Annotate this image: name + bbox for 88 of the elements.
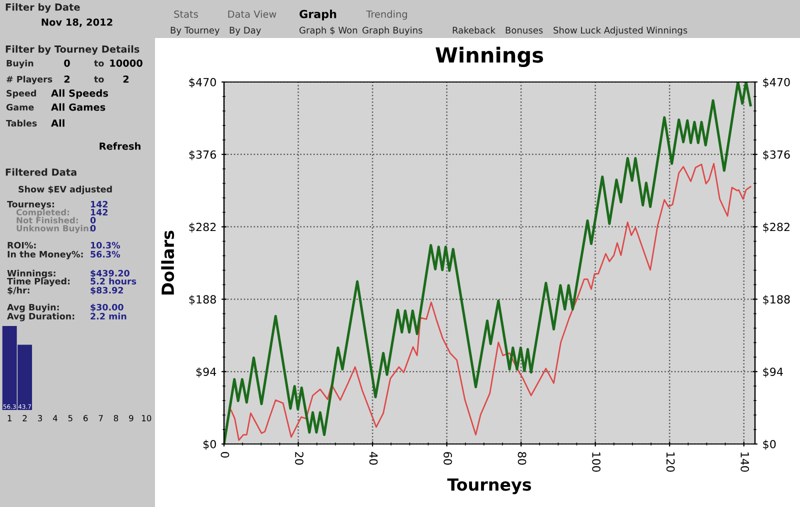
y2-tick-label: $470 xyxy=(763,78,790,88)
text: 0 xyxy=(90,216,96,224)
x-tick-label: 1 xyxy=(8,415,12,422)
text: Filter by Tourney Details xyxy=(6,45,140,55)
x-tick-label: 6 xyxy=(84,415,88,422)
text: All Speeds xyxy=(51,89,108,99)
x-tick-label: 60 xyxy=(444,452,452,465)
x-tick-label: 7 xyxy=(98,415,103,422)
text: 2 xyxy=(123,75,129,83)
y-tick-label: $470 xyxy=(189,78,216,88)
text: 2.2 min xyxy=(90,312,126,320)
y2-tick-label: $0 xyxy=(763,440,776,450)
text: Unknown Buyin: xyxy=(16,224,92,234)
text: Stats xyxy=(174,10,198,18)
text: 10000 xyxy=(110,59,142,67)
text: # Players xyxy=(6,76,52,84)
text: Filtered Data xyxy=(6,168,76,176)
text: 10.3% xyxy=(90,242,120,249)
text: In the Money%: xyxy=(8,250,83,260)
x-tick-label: 4 xyxy=(52,415,58,422)
text: By Day xyxy=(230,26,261,36)
text: to xyxy=(94,60,104,67)
x-tick-label: 100 xyxy=(592,452,601,472)
y-tick-label: $94 xyxy=(196,367,216,378)
text: Tourneys: xyxy=(7,200,54,210)
x-tick-label: 20 xyxy=(295,452,304,465)
text: Winnings: xyxy=(7,270,56,278)
y-axis-title: Dollars xyxy=(161,230,174,295)
text: ROI%: xyxy=(8,242,36,249)
x-tick-label: 140 xyxy=(740,452,750,472)
x-tick-label: 10 xyxy=(142,415,152,422)
y2-tick-label: $282 xyxy=(763,222,790,233)
text: Graph Buyins xyxy=(362,26,422,36)
y-tick-label: $282 xyxy=(189,222,216,233)
line-series xyxy=(230,162,752,441)
text: Game xyxy=(6,104,34,111)
text: 0 xyxy=(64,59,70,67)
text: Bonuses xyxy=(506,26,543,34)
line-series xyxy=(224,82,752,444)
text: All Games xyxy=(51,103,106,111)
chart-title: Winnings xyxy=(436,46,544,68)
text: Avg Duration: xyxy=(7,312,74,322)
text: Nov 18, 2012 xyxy=(42,18,112,28)
text: Trending xyxy=(366,10,407,20)
text: to xyxy=(94,76,104,83)
y2-tick-label: $188 xyxy=(763,294,790,306)
x-axis-title: Tourneys xyxy=(447,478,532,494)
y-tick-label: $0 xyxy=(203,440,216,450)
y2-tick-label: $94 xyxy=(763,367,783,378)
text: Buyin xyxy=(6,60,34,68)
y-tick-label: $188 xyxy=(189,294,216,306)
text: Refresh xyxy=(100,142,140,150)
text: Rakeback xyxy=(452,26,496,34)
text: Not Finished: xyxy=(16,216,78,224)
text: By Tourney xyxy=(170,26,220,36)
x-tick-label: 2 xyxy=(22,415,27,422)
x-tick-label: 40 xyxy=(369,452,378,465)
text: 56.3% xyxy=(90,250,120,258)
text: Filter by Date xyxy=(6,3,80,13)
text: Data View xyxy=(228,10,276,18)
x-tick-label: 3 xyxy=(38,415,42,422)
text: $30.00 xyxy=(90,304,124,312)
x-tick-label: 0 xyxy=(220,452,230,458)
text: Speed xyxy=(6,90,36,98)
y2-tick-label: $376 xyxy=(763,150,790,160)
text: 0 xyxy=(90,224,96,232)
x-tick-label: 80 xyxy=(518,452,526,465)
text: Tables xyxy=(6,120,37,127)
text: Avg Buyin: xyxy=(7,304,59,312)
text: $83.92 xyxy=(90,286,124,295)
x-tick-label: 5 xyxy=(68,415,72,422)
text: Show Luck Adjusted Winnings xyxy=(554,26,688,36)
text: Show $EV adjusted xyxy=(18,186,112,194)
text: 142 xyxy=(90,208,108,216)
text: Graph xyxy=(300,10,336,20)
text: 142 xyxy=(90,200,108,208)
text: 5.2 hours xyxy=(90,278,136,285)
x-tick-label: 9 xyxy=(129,415,134,422)
text: Time Played: xyxy=(7,278,70,286)
text: Completed: xyxy=(16,208,69,218)
text: 2 xyxy=(64,75,70,83)
y-tick-label: $376 xyxy=(189,150,216,160)
text: $/hr: xyxy=(8,286,30,295)
x-tick-label: 120 xyxy=(666,452,675,472)
text: All xyxy=(51,119,64,127)
text: Graph $ Won xyxy=(300,26,358,36)
text: $439.20 xyxy=(90,270,130,278)
x-tick-label: 8 xyxy=(114,415,118,422)
